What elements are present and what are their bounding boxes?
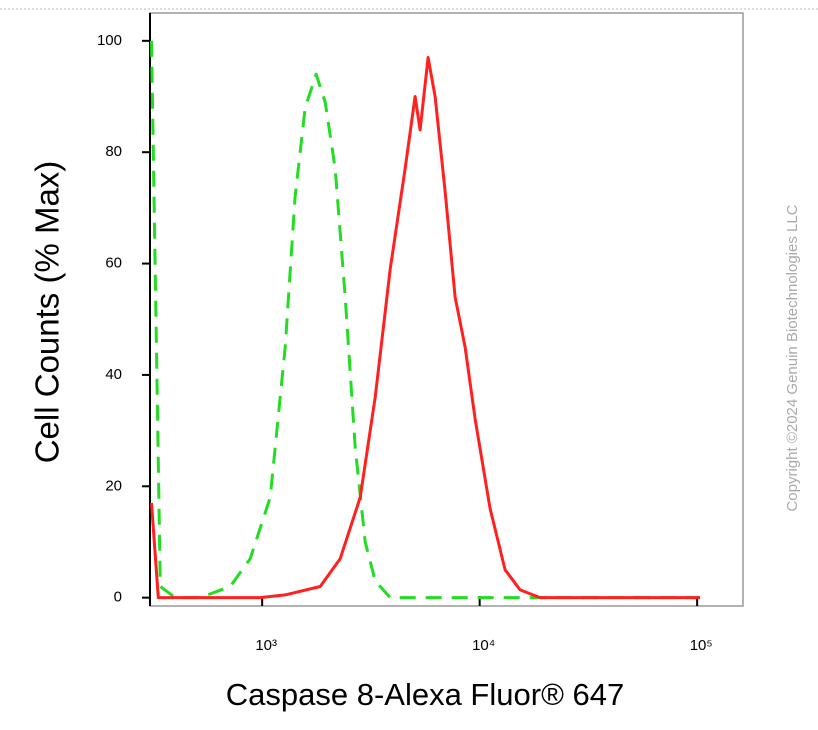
plot-frame — [149, 12, 744, 607]
x-axis-title: Caspase 8-Alexa Fluor® 647 — [226, 677, 625, 712]
y-tick-label: 60 — [105, 255, 122, 272]
series-line — [150, 40, 700, 600]
x-tick-label: 10⁴ — [472, 637, 495, 654]
series-line — [150, 56, 700, 600]
y-tick-label: 40 — [105, 366, 122, 383]
y-tick-label: 0 — [114, 589, 122, 606]
y-tick-label: 80 — [105, 143, 122, 160]
x-tick-label: 10⁵ — [690, 637, 713, 654]
y-tick-label: 100 — [97, 32, 122, 49]
y-axis-title: Cell Counts (% Max) — [29, 161, 66, 464]
watermark: Copyright ©2024 Genuin Biotechnologies L… — [784, 204, 801, 511]
x-tick-label: 10³ — [255, 637, 277, 654]
y-tick-label: 20 — [105, 477, 122, 494]
